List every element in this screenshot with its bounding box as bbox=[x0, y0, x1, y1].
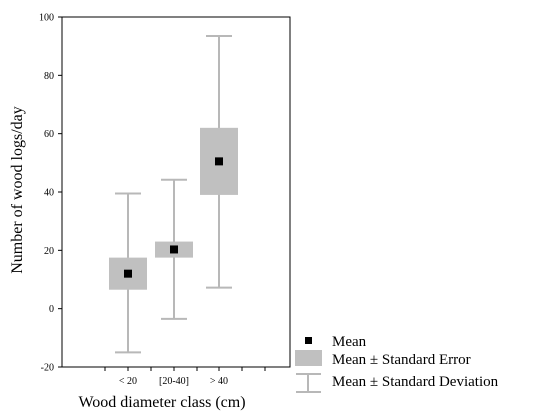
box-group bbox=[155, 178, 193, 320]
y-tick-label: 80 bbox=[44, 71, 54, 82]
y-tick-label: 20 bbox=[44, 246, 54, 257]
x-axis-title: Wood diameter class (cm) bbox=[78, 394, 245, 411]
y-axis: -20 0 20 40 60 80 100 bbox=[39, 13, 62, 374]
legend: Mean Mean ± Standard Error Mean ± Standa… bbox=[295, 334, 499, 393]
y-axis-title: Number of wood logs/day bbox=[9, 106, 26, 274]
y-tick-label: 40 bbox=[44, 188, 54, 199]
x-tick-label: < 20 bbox=[119, 376, 137, 387]
legend-se-swatch bbox=[295, 350, 322, 366]
mean-marker bbox=[170, 245, 178, 254]
mean-marker bbox=[124, 269, 132, 278]
x-tick-label: [20-40] bbox=[159, 376, 189, 387]
legend-sd-label: Mean ± Standard Deviation bbox=[332, 374, 499, 390]
legend-sd-whisker-icon bbox=[296, 373, 321, 393]
x-axis: < 20 [20-40] > 40 bbox=[104, 367, 266, 387]
legend-mean-label: Mean bbox=[332, 334, 367, 350]
plot-area bbox=[61, 16, 291, 368]
legend-se-label: Mean ± Standard Error bbox=[332, 352, 471, 368]
box-group bbox=[200, 34, 238, 289]
y-tick-label: 0 bbox=[49, 304, 54, 315]
y-tick-label: 100 bbox=[39, 13, 54, 24]
box-group bbox=[109, 192, 147, 354]
y-tick-label: 60 bbox=[44, 129, 54, 140]
legend-mean-marker bbox=[305, 337, 312, 344]
x-tick-label: > 40 bbox=[210, 376, 228, 387]
plot-frame bbox=[61, 16, 291, 368]
mean-marker bbox=[215, 157, 223, 166]
y-tick-label: -20 bbox=[41, 363, 54, 374]
